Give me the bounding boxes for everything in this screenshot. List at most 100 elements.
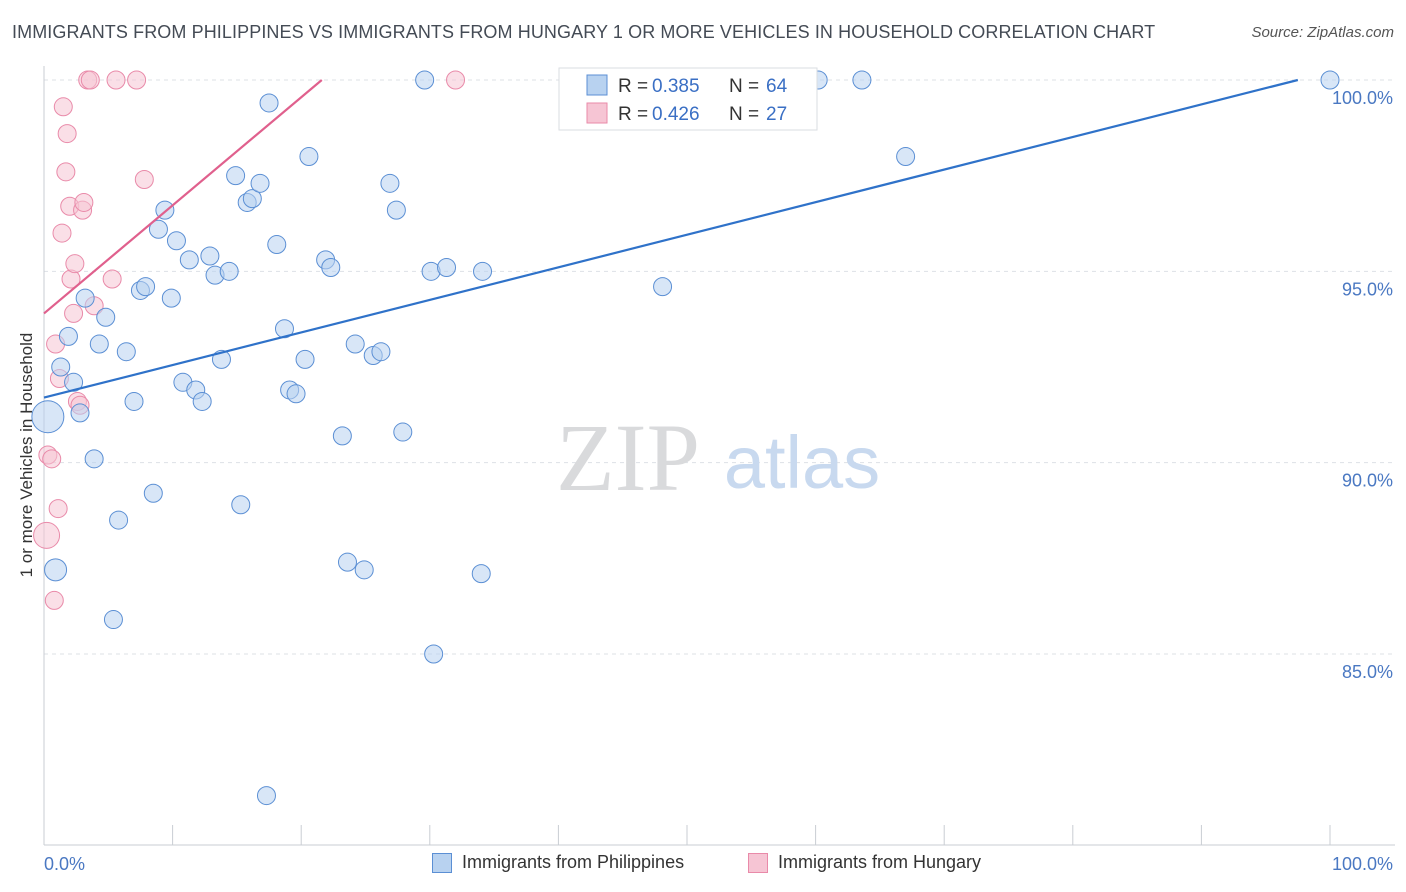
- tick-labels: 100.0% 95.0% 90.0% 85.0% 0.0% 100.0%: [44, 88, 1393, 874]
- philippines-point-25: [200, 246, 220, 266]
- philippines-point-15: [136, 277, 156, 297]
- philippines-point-63: [1320, 70, 1340, 90]
- hungary-point-23: [106, 70, 126, 90]
- y-tick-label-0: 100.0%: [1332, 88, 1393, 108]
- philippines-point-50: [380, 173, 400, 193]
- legend-hungary-n-value: 27: [766, 104, 787, 125]
- philippines-point-1: [44, 558, 68, 582]
- philippines-point-9: [96, 307, 116, 327]
- legend-hungary-n-label: N =: [729, 104, 759, 125]
- series-hungary-points: [33, 70, 466, 610]
- philippines-point-11: [109, 510, 129, 530]
- philippines-point-56: [437, 258, 457, 278]
- philippines-point-43: [321, 258, 341, 278]
- legend-label-philippines: Immigrants from Philippines: [462, 852, 685, 872]
- legend-philippines-r-label: R =: [618, 76, 648, 97]
- philippines-point-29: [226, 166, 246, 186]
- legend-hungary-swatch: [586, 102, 608, 124]
- philippines-point-3: [58, 326, 78, 346]
- philippines-point-35: [259, 93, 279, 113]
- bottom-legend: Immigrants from Philippines Immigrants f…: [0, 852, 1406, 878]
- legend-swatch-philippines: [432, 852, 452, 873]
- philippines-point-51: [386, 200, 406, 220]
- hungary-point-5: [48, 499, 68, 519]
- philippines-point-46: [345, 334, 365, 354]
- philippines-point-59: [653, 277, 673, 297]
- hungary-point-2: [42, 449, 62, 469]
- philippines-point-57: [473, 261, 493, 281]
- y-tick-label-2: 90.0%: [1342, 471, 1393, 491]
- philippines-point-30: [231, 495, 251, 515]
- philippines-point-2: [51, 357, 71, 377]
- axes: [43, 66, 1395, 846]
- hungary-point-10: [57, 124, 77, 144]
- philippines-point-5: [70, 403, 90, 423]
- y-axis-label: 1 or more Vehicles in Household: [17, 332, 36, 578]
- hungary-point-25: [134, 169, 154, 189]
- philippines-point-53: [415, 70, 435, 90]
- grid-lines: [44, 79, 1395, 655]
- y-tick-label-1: 95.0%: [1342, 279, 1393, 299]
- legend-philippines-n-label: N =: [729, 76, 759, 97]
- hungary-point-20: [80, 70, 100, 90]
- chart-title: IMMIGRANTS FROM PHILIPPINES VS IMMIGRANT…: [12, 22, 1156, 42]
- philippines-point-19: [161, 288, 181, 308]
- philippines-point-61: [852, 70, 872, 90]
- y-tick-label-3: 85.0%: [1342, 662, 1393, 682]
- x-tick-label-min: 0.0%: [44, 854, 85, 874]
- watermark-zip: ZIP: [556, 404, 700, 511]
- philippines-point-20: [166, 231, 186, 251]
- philippines-point-32: [242, 189, 262, 209]
- philippines-point-6: [75, 288, 95, 308]
- hungary-trend-line: [43, 79, 323, 315]
- philippines-point-49: [371, 342, 391, 362]
- philippines-point-10: [103, 610, 123, 630]
- philippines-point-39: [286, 384, 306, 404]
- stats-legend: R = 0.385 N = 64 R = 0.426 N = 27: [558, 67, 818, 131]
- philippines-point-17: [148, 219, 168, 239]
- philippines-point-24: [192, 391, 212, 411]
- hungary-point-14: [65, 254, 85, 274]
- philippines-point-22: [179, 250, 199, 270]
- series-philippines-points: [31, 70, 1340, 806]
- legend-hungary-r-label: R =: [618, 104, 648, 125]
- legend-item-hungary: Immigrants from Hungary: [748, 852, 981, 873]
- philippines-point-33: [250, 173, 270, 193]
- hungary-point-24: [127, 70, 147, 90]
- hungary-point-13: [64, 303, 84, 323]
- philippines-point-44: [332, 426, 352, 446]
- legend-philippines-r-value: 0.385: [652, 76, 700, 97]
- hungary-point-0: [33, 521, 61, 549]
- hungary-point-26: [446, 70, 466, 90]
- philippines-point-62: [896, 147, 916, 167]
- philippines-point-13: [124, 391, 144, 411]
- legend-philippines-n-value: 64: [766, 76, 788, 97]
- legend-swatch-hungary: [748, 852, 768, 873]
- hungary-point-3: [44, 590, 64, 610]
- legend-hungary-r-value: 0.426: [652, 104, 700, 125]
- philippines-point-7: [84, 449, 104, 469]
- trend-lines: [43, 78, 1299, 399]
- hungary-point-9: [56, 162, 76, 182]
- legend-philippines-swatch: [586, 74, 608, 96]
- philippines-trend-line: [43, 78, 1299, 399]
- philippines-point-16: [143, 483, 163, 503]
- hungary-point-18: [74, 192, 94, 212]
- philippines-point-4: [64, 372, 84, 392]
- philippines-point-47: [354, 560, 374, 580]
- philippines-point-8: [89, 334, 109, 354]
- philippines-point-34: [256, 786, 276, 806]
- source-label: Source: ZipAtlas.com: [1251, 24, 1394, 41]
- philippines-point-36: [267, 235, 287, 255]
- hungary-point-8: [53, 97, 73, 117]
- philippines-point-58: [471, 564, 491, 584]
- watermark: ZIP atlas: [556, 404, 880, 511]
- watermark-atlas: atlas: [724, 421, 880, 504]
- hungary-point-7: [52, 223, 72, 243]
- x-tick-label-max: 100.0%: [1332, 854, 1393, 874]
- philippines-point-41: [299, 147, 319, 167]
- philippines-point-40: [295, 349, 315, 369]
- philippines-point-28: [219, 261, 239, 281]
- philippines-point-55: [424, 644, 444, 664]
